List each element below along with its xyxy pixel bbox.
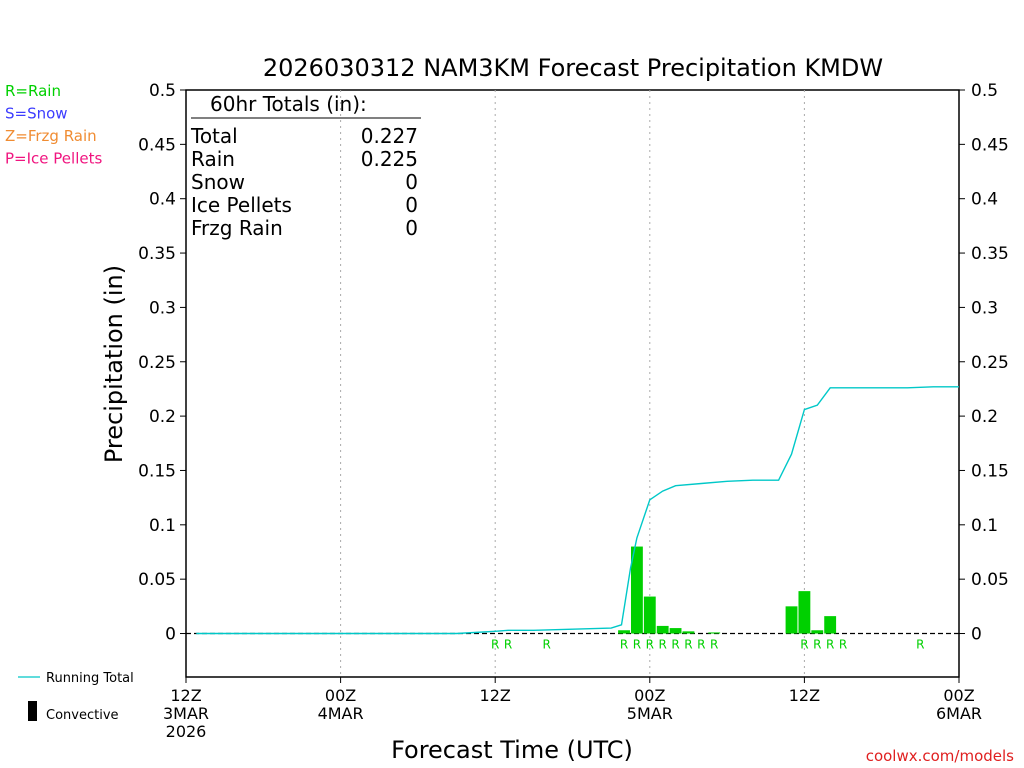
totals-row-value: 0 bbox=[405, 193, 418, 217]
running-total-legend-label: Running Total bbox=[46, 671, 134, 686]
totals-box: 60hr Totals (in): Total 0.227 Rain 0.225 Sno… bbox=[190, 92, 421, 240]
x-tick-label: 12Z bbox=[170, 686, 201, 705]
x-tick-label: 12Z bbox=[789, 686, 820, 705]
convective-legend-swatch bbox=[28, 701, 37, 721]
y-tick-label-left: 0.2 bbox=[149, 407, 176, 427]
plot-frame bbox=[185, 89, 960, 678]
x-tick-label: 00Z bbox=[325, 686, 356, 705]
totals-row-label: Ice Pellets bbox=[191, 193, 292, 217]
precip-bar bbox=[643, 596, 656, 634]
y-tick-label-left: 0.05 bbox=[138, 570, 176, 590]
precip-type-label: R bbox=[633, 638, 641, 652]
running-total-line bbox=[196, 386, 959, 635]
y-tick-label-left: 0.4 bbox=[149, 190, 176, 210]
precip-type-label: R bbox=[504, 638, 512, 652]
totals-row-label: Frzg Rain bbox=[191, 216, 283, 240]
chart-title: 2026030312 NAM3KM Forecast Precipitation… bbox=[263, 54, 883, 82]
totals-row-value: 0 bbox=[405, 170, 418, 194]
totals-header: 60hr Totals (in): bbox=[210, 92, 367, 116]
precip-type-label: R bbox=[684, 638, 692, 652]
precip-bar bbox=[682, 631, 695, 634]
precip-type-label: R bbox=[620, 638, 628, 652]
precip-type-label: R bbox=[800, 638, 808, 652]
convective-legend-label: Convective bbox=[46, 708, 119, 723]
precip-bar bbox=[669, 628, 682, 634]
y-tick-label-right: 0.15 bbox=[971, 461, 1009, 481]
y-tick-label-left: 0 bbox=[165, 625, 176, 645]
y-tick-label-left: 0.1 bbox=[149, 516, 176, 536]
x-tick-label: 6MAR bbox=[936, 704, 982, 723]
precip-type-label: R bbox=[697, 638, 705, 652]
totals-row-label: Total bbox=[190, 124, 238, 148]
y-tick-label-right: 0.3 bbox=[971, 298, 998, 318]
y-tick-label-right: 0.5 bbox=[971, 81, 998, 101]
vertical-gridlines bbox=[340, 90, 805, 677]
precip-type-label: R bbox=[710, 638, 718, 652]
y-tick-label-right: 0.1 bbox=[971, 516, 998, 536]
precip-type-legend: R=Rain S=Snow Z=Frzg Rain P=Ice Pellets bbox=[5, 82, 102, 168]
precip-bar bbox=[798, 591, 811, 634]
y-tick-label-right: 0.45 bbox=[971, 135, 1009, 155]
precip-bar bbox=[618, 630, 630, 634]
y-tick-label-left: 0.35 bbox=[138, 244, 176, 264]
y-tick-label-right: 0.25 bbox=[971, 353, 1009, 373]
precip-type-label: R bbox=[543, 638, 551, 652]
precip-bar bbox=[656, 625, 669, 634]
y-tick-label-right: 0.4 bbox=[971, 190, 998, 210]
y-tick-label-left: 0.25 bbox=[138, 353, 176, 373]
y-tick-label-right: 0.35 bbox=[971, 244, 1009, 264]
precip-type-label: R bbox=[646, 638, 654, 652]
credit-text: coolwx.com/models bbox=[866, 747, 1014, 765]
totals-row-label: Rain bbox=[191, 147, 235, 171]
precip-bar bbox=[708, 632, 721, 634]
y-tick-label-left: 0.15 bbox=[138, 461, 176, 481]
precip-bar bbox=[630, 546, 643, 634]
precip-type-label: R bbox=[916, 638, 924, 652]
y-tick-label-right: 0.2 bbox=[971, 407, 998, 427]
precip-bars bbox=[618, 546, 837, 634]
y-tick-label-right: 0 bbox=[971, 625, 982, 645]
precip-bar bbox=[785, 606, 798, 634]
totals-row-value: 0.225 bbox=[361, 147, 418, 171]
x-tick-label: 3MAR bbox=[163, 704, 209, 723]
x-tick-label: 5MAR bbox=[627, 704, 673, 723]
y-tick-label-left: 0.5 bbox=[149, 81, 176, 101]
y-axis-left: 0 0.05 0.1 0.15 0.2 0.25 0.3 0.35 0.4 0.45 0.5 bbox=[138, 81, 186, 645]
y-tick-label-left: 0.45 bbox=[138, 135, 176, 155]
precip-type-label: R bbox=[671, 638, 679, 652]
x-axis-label: Forecast Time (UTC) bbox=[391, 736, 633, 764]
precip-bar bbox=[811, 630, 824, 634]
x-tick-label: 12Z bbox=[480, 686, 511, 705]
y-tick-label-right: 0.05 bbox=[971, 570, 1009, 590]
precip-type-label: R bbox=[839, 638, 847, 652]
x-tick-label: 00Z bbox=[943, 686, 974, 705]
x-tick-label: 4MAR bbox=[318, 704, 364, 723]
y-tick-label-left: 0.3 bbox=[149, 298, 176, 318]
precip-bar bbox=[824, 616, 837, 634]
y-axis-right: 0 0.05 0.1 0.15 0.2 0.25 0.3 0.35 0.4 0.45 0.5 bbox=[959, 81, 1009, 645]
x-tick-label: 2026 bbox=[166, 722, 207, 741]
totals-row-label: Snow bbox=[191, 170, 245, 194]
precip-type-label: R bbox=[491, 638, 499, 652]
y-axis-label: Precipitation (in) bbox=[100, 265, 128, 463]
precip-type-label: R bbox=[826, 638, 834, 652]
precip-type-label: R bbox=[659, 638, 667, 652]
legend-type-3: P=Ice Pellets bbox=[5, 150, 102, 168]
legend-type-2: Z=Frzg Rain bbox=[5, 127, 97, 145]
legend-type-0: R=Rain bbox=[5, 82, 61, 100]
totals-row-value: 0.227 bbox=[361, 124, 418, 148]
x-tick-label: 00Z bbox=[634, 686, 665, 705]
legend-type-1: S=Snow bbox=[5, 105, 68, 123]
totals-row-value: 0 bbox=[405, 216, 418, 240]
precip-type-label: R bbox=[813, 638, 821, 652]
